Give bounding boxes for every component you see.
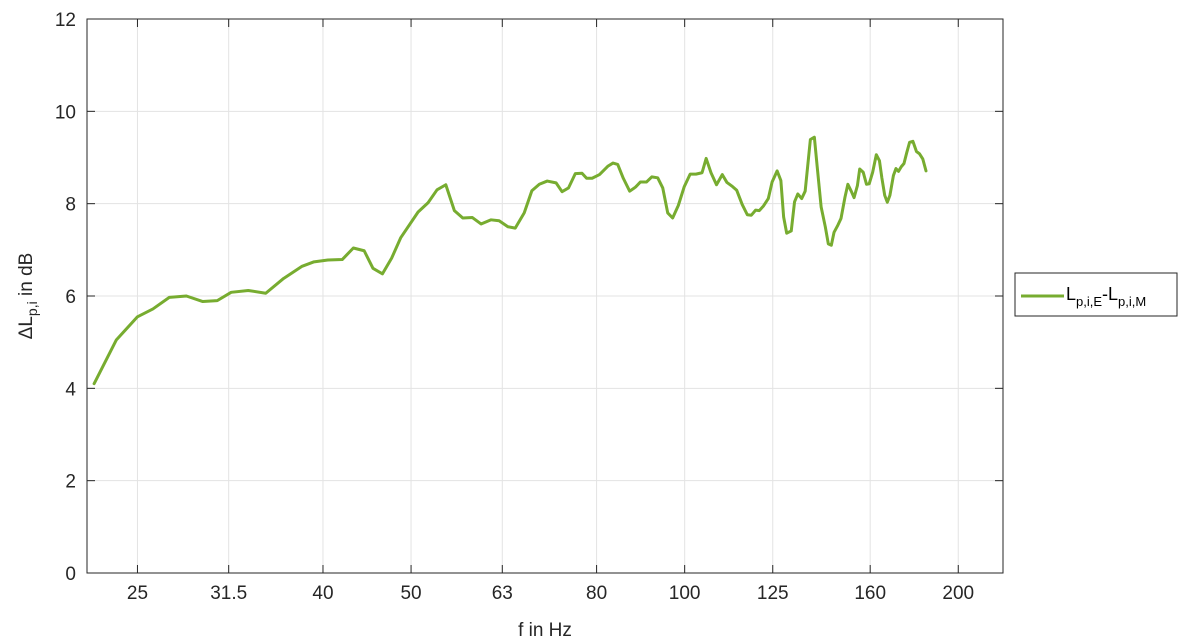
x-tick-label: 100 bbox=[669, 583, 701, 604]
x-tick-label: 125 bbox=[757, 583, 789, 604]
series-layer bbox=[92, 135, 928, 386]
y-tick-label: 12 bbox=[55, 10, 76, 31]
x-tick-label: 31.5 bbox=[210, 583, 247, 604]
x-axis-ticks: 25 31.5 40 50 63 80 100 125 160 200 bbox=[127, 19, 974, 604]
y-axis-label: ΔLp,i in dB bbox=[16, 253, 40, 340]
x-tick-label: 160 bbox=[854, 583, 886, 604]
y-tick-label: 2 bbox=[65, 472, 76, 493]
y-tick-label: 6 bbox=[65, 287, 76, 308]
y-axis-label-base: ΔL bbox=[16, 316, 37, 339]
x-tick-label: 63 bbox=[492, 583, 513, 604]
legend-entry-b: L bbox=[1108, 284, 1118, 304]
x-tick-label: 40 bbox=[312, 583, 333, 604]
y-tick-label: 10 bbox=[55, 102, 76, 123]
legend: Lp,i,E-Lp,i,M bbox=[1014, 272, 1178, 317]
y-tick-label: 0 bbox=[65, 564, 76, 585]
legend-entry: Lp,i,E-Lp,i,M bbox=[1066, 284, 1146, 309]
y-tick-label: 8 bbox=[65, 195, 76, 216]
x-tick-label: 25 bbox=[127, 583, 148, 604]
y-tick-label: 4 bbox=[65, 379, 76, 400]
legend-entry-dash: - bbox=[1102, 284, 1108, 304]
x-tick-label: 80 bbox=[586, 583, 607, 604]
y-axis-label-rest: in dB bbox=[16, 253, 37, 302]
y-axis-ticks: 0 2 4 6 8 10 12 bbox=[55, 10, 1003, 585]
legend-entry-a-sub: p,i,E bbox=[1076, 294, 1102, 309]
y-axis-label-sub: p,i bbox=[24, 301, 40, 316]
legend-entry-a: L bbox=[1066, 284, 1076, 304]
x-tick-label: 200 bbox=[942, 583, 974, 604]
x-axis-label: f in Hz bbox=[518, 620, 572, 641]
legend-entry-b-sub: p,i,M bbox=[1118, 294, 1146, 309]
x-tick-label: 50 bbox=[400, 583, 421, 604]
series-line-0 bbox=[92, 135, 928, 386]
